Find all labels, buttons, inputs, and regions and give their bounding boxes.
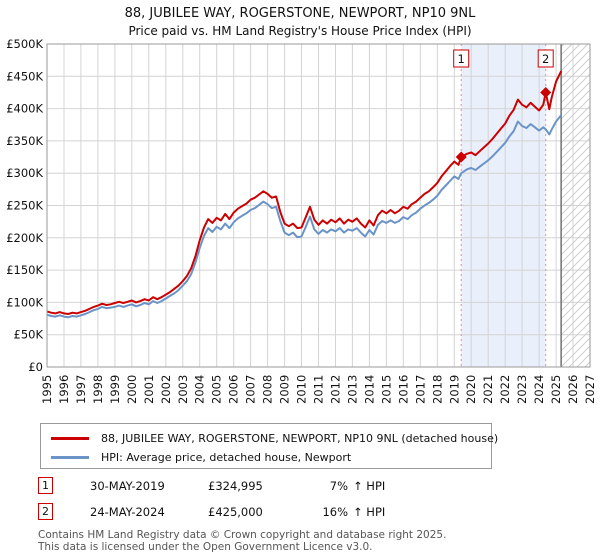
svg-text:2022: 2022 — [498, 375, 512, 404]
svg-text:2: 2 — [542, 52, 549, 66]
svg-text:1997: 1997 — [74, 375, 88, 404]
svg-text:£50K: £50K — [14, 328, 44, 342]
svg-text:2015: 2015 — [379, 375, 393, 404]
svg-text:2014: 2014 — [362, 375, 376, 404]
future-region-hatch — [561, 44, 590, 367]
svg-text:2026: 2026 — [566, 375, 580, 404]
page-title: 88, JUBILEE WAY, ROGERSTONE, NEWPORT, NP… — [124, 6, 476, 21]
svg-text:2018: 2018 — [430, 375, 444, 404]
sale-2-marker: 2 — [38, 503, 53, 520]
svg-text:2008: 2008 — [261, 375, 275, 404]
svg-text:2007: 2007 — [244, 375, 258, 404]
sale-1-hpi-delta: 7% — [329, 478, 348, 493]
property-line-swatch — [51, 437, 89, 440]
page-subtitle: Price paid vs. HM Land Registry's House … — [128, 24, 472, 38]
legend-label-property: 88, JUBILEE WAY, ROGERSTONE, NEWPORT, NP… — [101, 432, 499, 445]
sale-1-hpi-direction: ↑ HPI — [353, 478, 386, 493]
y-axis-tick-labels: £0 £50K £100K £150K £200K £250K £300K £350K £400… — [6, 37, 43, 374]
svg-text:2025: 2025 — [549, 375, 563, 404]
svg-text:2013: 2013 — [345, 375, 359, 404]
svg-text:£100K: £100K — [6, 295, 43, 309]
svg-text:£300K: £300K — [6, 166, 43, 180]
svg-text:2003: 2003 — [176, 375, 190, 404]
svg-text:2021: 2021 — [481, 375, 495, 404]
svg-text:£400K: £400K — [6, 102, 43, 116]
legend-label-hpi: HPI: Average price, detached house, Newp… — [101, 451, 352, 464]
plot-frame — [46, 43, 591, 368]
sale-2-price: £425,000 — [208, 504, 263, 519]
legend-item-hpi: HPI: Average price, detached house, Newp… — [51, 448, 491, 467]
svg-text:£450K: £450K — [6, 69, 43, 83]
svg-text:2016: 2016 — [396, 375, 410, 404]
sale-2-date: 24-MAY-2024 — [90, 504, 165, 519]
sale-1-price: £324,995 — [208, 478, 263, 493]
sale-1-diamond-marker — [455, 151, 467, 163]
gridlines — [46, 43, 591, 368]
sale-2-flag: 2 — [537, 49, 554, 68]
svg-text:2005: 2005 — [210, 375, 224, 404]
sale-2-diamond-marker — [540, 86, 552, 98]
sale-2-hpi-direction: ↑ HPI — [353, 504, 386, 519]
hpi-series-line — [46, 114, 562, 319]
svg-text:£150K: £150K — [6, 263, 43, 277]
svg-text:£500K: £500K — [6, 37, 43, 51]
svg-text:1995: 1995 — [40, 375, 54, 404]
x-axis-tick-labels: 1995 1996 1997 1998 1999 2000 2001 2002 2003 2004… — [40, 375, 597, 404]
svg-text:2012: 2012 — [329, 375, 343, 404]
sale-2-hpi-delta: 16% — [322, 504, 348, 519]
svg-text:£0: £0 — [28, 360, 43, 374]
sale-row-2: 2 24-MAY-2024 £425,000 16% ↑ HPI — [38, 503, 385, 520]
svg-text:2017: 2017 — [413, 375, 427, 404]
svg-text:2023: 2023 — [515, 375, 529, 404]
sale-1-flag: 1 — [453, 49, 470, 68]
svg-text:£250K: £250K — [6, 199, 43, 213]
svg-text:1: 1 — [458, 52, 465, 66]
svg-text:2010: 2010 — [295, 375, 309, 404]
property-series-line — [46, 70, 563, 315]
svg-text:2000: 2000 — [125, 375, 139, 404]
svg-text:2002: 2002 — [159, 375, 173, 404]
svg-text:£200K: £200K — [6, 231, 43, 245]
svg-text:2020: 2020 — [464, 375, 478, 404]
svg-text:1999: 1999 — [108, 375, 122, 404]
svg-text:2009: 2009 — [278, 375, 292, 404]
sale-1-date: 30-MAY-2019 — [90, 478, 165, 493]
legend-item-property: 88, JUBILEE WAY, ROGERSTONE, NEWPORT, NP… — [51, 429, 498, 448]
svg-text:2006: 2006 — [227, 375, 241, 404]
svg-text:2027: 2027 — [583, 375, 597, 404]
hpi-line-swatch — [51, 456, 89, 459]
svg-text:2004: 2004 — [193, 375, 207, 404]
chart-legend: 88, JUBILEE WAY, ROGERSTONE, NEWPORT, NP… — [40, 423, 498, 469]
svg-text:2011: 2011 — [312, 375, 326, 404]
sale-1-marker: 1 — [38, 477, 53, 494]
sale-row-1: 1 30-MAY-2019 £324,995 7% ↑ HPI — [38, 477, 385, 494]
svg-text:£350K: £350K — [6, 134, 43, 148]
svg-text:2019: 2019 — [447, 375, 461, 404]
copyright-notice: Contains HM Land Registry data © Crown c… — [38, 529, 446, 553]
svg-text:1998: 1998 — [91, 375, 105, 404]
svg-text:1996: 1996 — [57, 375, 71, 404]
svg-text:2001: 2001 — [142, 375, 156, 404]
copyright-line-2: This data is licensed under the Open Gov… — [38, 541, 373, 553]
svg-text:2024: 2024 — [532, 375, 546, 404]
copyright-line-1: Contains HM Land Registry data © Crown c… — [38, 529, 447, 541]
price-history-chart: £0 £50K £100K £150K £200K £250K £300K £350K £400… — [6, 37, 597, 404]
